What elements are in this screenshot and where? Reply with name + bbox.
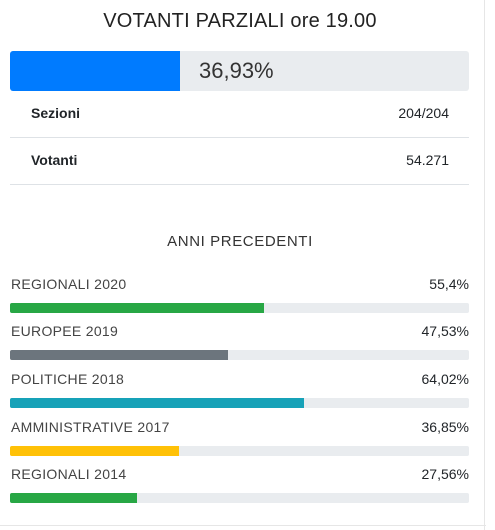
history-label: REGIONALI 2020 — [11, 276, 127, 292]
history-progress-fill — [10, 398, 304, 408]
card-border-bottom — [0, 525, 486, 526]
info-value: 204/204 — [398, 105, 449, 121]
turnout-percent-label: 36,93% — [199, 58, 274, 83]
info-label: Votanti — [31, 152, 78, 168]
history-row: AMMINISTRATIVE 2017 36,85% — [10, 419, 469, 459]
info-value: 54.271 — [406, 152, 449, 168]
history-progress-bar — [10, 350, 469, 360]
turnout-progress-bar: 36,93% — [10, 51, 469, 91]
history-row: REGIONALI 2020 55,4% — [10, 276, 469, 316]
history-value: 27,56% — [421, 466, 469, 482]
info-table: Sezioni 204/204 Votanti 54.271 — [10, 91, 469, 185]
history-label: POLITICHE 2018 — [11, 371, 125, 387]
history-value: 64,02% — [421, 371, 469, 387]
history-label: EUROPEE 2019 — [11, 323, 119, 339]
history-progress-fill — [10, 446, 180, 456]
info-row-votanti: Votanti 54.271 — [10, 138, 469, 184]
history-progress-fill — [10, 303, 265, 313]
history-value: 47,53% — [421, 323, 469, 339]
history-progress-bar — [10, 493, 469, 503]
history-label: AMMINISTRATIVE 2017 — [11, 419, 170, 435]
info-label: Sezioni — [31, 105, 81, 121]
section-title-previous-years: ANNI PRECEDENTI — [167, 233, 313, 250]
history-value: 55,4% — [429, 276, 469, 292]
history-progress-fill — [10, 350, 229, 360]
history-row: REGIONALI 2014 27,56% — [10, 466, 469, 506]
info-row-sezioni: Sezioni 204/204 — [10, 91, 469, 138]
history-label: REGIONALI 2014 — [11, 466, 127, 482]
page-title: VOTANTI PARZIALI ore 19.00 — [103, 10, 377, 32]
history-progress-fill — [10, 493, 137, 503]
history-row: EUROPEE 2019 47,53% — [10, 323, 469, 363]
card-border-right — [484, 0, 485, 530]
history-value: 36,85% — [421, 419, 469, 435]
history-progress-bar — [10, 303, 469, 313]
history-progress-bar — [10, 398, 469, 408]
turnout-progress-fill — [10, 51, 180, 91]
history-row: POLITICHE 2018 64,02% — [10, 371, 469, 411]
history-progress-bar — [10, 446, 469, 456]
